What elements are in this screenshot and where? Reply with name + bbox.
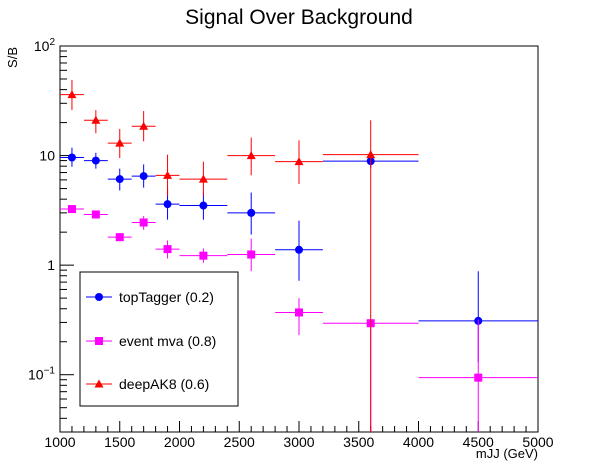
series-triangle [60,79,419,432]
data-point [91,156,100,165]
series-layer [60,79,538,432]
y-axis-label: S/B [5,47,20,68]
legend-label: topTagger (0.2) [119,289,214,305]
x-tick-label: 2000 [164,434,195,450]
data-point [163,200,172,209]
data-point [198,174,208,183]
x-tick-label: 2500 [224,434,255,450]
y-tick-label: 10−1 [28,366,55,383]
data-point [163,170,173,179]
data-point [474,373,483,382]
y-tick-label: 10 [39,148,55,164]
legend-marker [94,379,104,388]
data-point [163,245,172,254]
data-point [139,121,149,130]
data-point [366,150,376,159]
data-point [295,245,303,254]
data-point [115,233,124,242]
x-axis-label: mJJ (GeV) [476,446,538,461]
data-point [115,138,125,147]
data-point [247,208,256,217]
y-tick-label: 1 [47,257,55,273]
data-point [295,308,303,317]
data-point [67,153,76,162]
x-tick-label: 1000 [44,434,75,450]
data-point [91,115,101,124]
legend-label: deepAK8 (0.6) [119,376,209,392]
x-tick-label: 1500 [104,434,135,450]
y-axis: 10−1 1 10 102 [28,37,74,433]
legend-label: event mva (0.8) [119,333,216,349]
x-tick-label: 3000 [283,434,314,450]
x-tick-label: 3500 [343,434,374,450]
data-point [139,172,148,181]
x-tick-label: 4500 [463,434,494,450]
data-point [67,205,76,214]
x-axis: 1000 1500 2000 2500 3000 3500 4000 4500 5000 [44,421,554,450]
legend-entry: event mva (0.8) [86,333,216,349]
data-point [199,251,208,260]
chart-title: Signal Over Background [185,6,413,29]
data-point [199,201,208,210]
legend-marker [95,293,103,301]
data-point [115,175,124,184]
data-point [67,90,77,99]
data-point [139,218,148,227]
x-tick-label: 5000 [522,434,553,450]
y-tick-label: 102 [34,37,56,54]
data-point [247,250,256,259]
legend-entry: deepAK8 (0.6) [86,376,209,392]
legend: topTagger (0.2) event mva (0.8) deepAK8 (0… [79,271,239,407]
x-tick-label: 4000 [403,434,434,450]
data-point [91,210,100,219]
legend-entry: topTagger (0.2) [86,289,214,305]
data-point [246,151,256,160]
data-point [294,157,304,166]
legend-marker [95,337,103,345]
